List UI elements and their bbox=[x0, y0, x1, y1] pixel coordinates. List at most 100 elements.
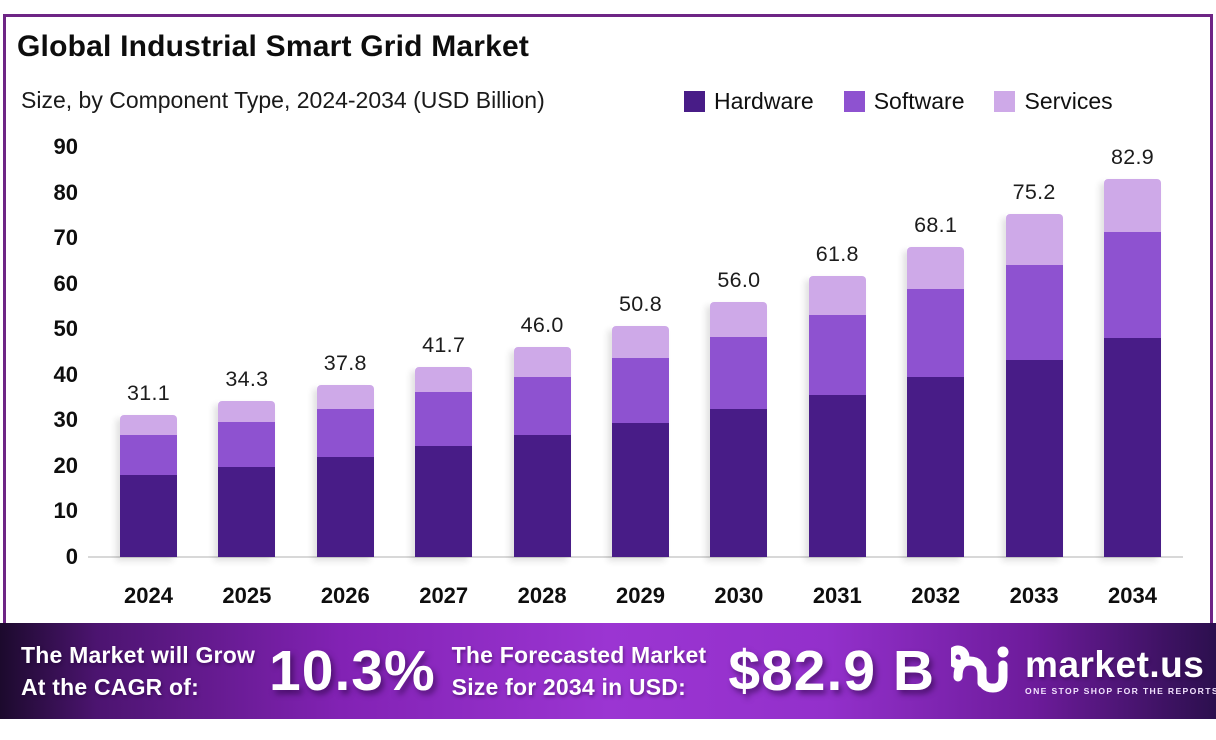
legend-label: Hardware bbox=[714, 88, 814, 114]
brand-tagline: ONE STOP SHOP FOR THE REPORTS bbox=[1025, 685, 1216, 696]
bar-total-label-2032: 68.1 bbox=[914, 212, 958, 237]
y-axis-tick-label: 50 bbox=[53, 316, 78, 342]
bar-segment-hardware-2024 bbox=[120, 475, 177, 557]
y-axis-tick-label: 10 bbox=[53, 498, 78, 524]
bar-segment-software-2034 bbox=[1104, 231, 1161, 339]
bar-segment-services-2030 bbox=[710, 301, 768, 337]
x-axis-tick-label-2031: 2031 bbox=[812, 583, 862, 608]
x-axis-tick-label-2030: 2030 bbox=[714, 583, 764, 608]
software-swatch-icon bbox=[843, 91, 865, 112]
bar-segment-software-2030 bbox=[710, 336, 768, 410]
bar-segment-software-2028 bbox=[513, 376, 571, 436]
bar-segment-services-2031 bbox=[808, 275, 866, 316]
x-axis-tick-label-2033: 2033 bbox=[1009, 583, 1059, 608]
bar-2028 bbox=[513, 347, 571, 557]
bar-2025 bbox=[218, 400, 276, 557]
bar-total-label-2026: 37.8 bbox=[323, 350, 367, 375]
y-axis-tick-label: 20 bbox=[53, 452, 78, 478]
bar-2027 bbox=[415, 367, 473, 557]
bar-total-label-2027: 41.7 bbox=[422, 333, 466, 358]
legend-label: Services bbox=[1024, 88, 1113, 114]
legend-item-software: Software bbox=[843, 88, 965, 115]
x-axis-tick-label-2034: 2034 bbox=[1108, 583, 1157, 608]
bar-2026 bbox=[316, 384, 374, 557]
bar-segment-hardware-2034 bbox=[1104, 338, 1161, 557]
bar-segment-software-2026 bbox=[316, 408, 374, 458]
bar-segment-hardware-2025 bbox=[218, 467, 276, 557]
page-subtitle: Size, by Component Type, 2024-2034 (USD … bbox=[21, 87, 545, 113]
bar-segment-software-2024 bbox=[120, 435, 177, 476]
y-axis-tick-label: 80 bbox=[53, 179, 78, 205]
x-axis-tick-label-2028: 2028 bbox=[517, 583, 567, 608]
x-axis-tick-label-2026: 2026 bbox=[320, 583, 370, 608]
bar-2030 bbox=[710, 301, 768, 557]
bottom-banner: The Market will Grow At the CAGR of: 10.… bbox=[0, 623, 1216, 719]
y-axis-tick-label: 0 bbox=[65, 544, 78, 569]
x-axis-tick-label-2025: 2025 bbox=[222, 583, 272, 608]
bar-segment-hardware-2027 bbox=[415, 446, 473, 557]
bar-2032 bbox=[907, 246, 965, 557]
bar-segment-software-2027 bbox=[415, 391, 473, 447]
bar-segment-services-2029 bbox=[612, 325, 669, 358]
services-swatch-icon bbox=[994, 91, 1016, 112]
bar-2029 bbox=[612, 325, 669, 557]
bar-segment-software-2025 bbox=[218, 421, 276, 468]
x-axis-tick-label-2027: 2027 bbox=[419, 583, 469, 608]
forecast-label-line1: The Forecasted Market bbox=[451, 642, 707, 668]
forecast-label-line2: Size for 2034 in USD: bbox=[451, 674, 686, 700]
brand-name: market.us bbox=[1025, 643, 1205, 685]
cagr-label-line2: At the CAGR of: bbox=[21, 674, 200, 700]
bar-total-label-2030: 56.0 bbox=[717, 267, 761, 292]
y-axis-tick-label: 60 bbox=[53, 270, 78, 296]
bar-total-label-2033: 75.2 bbox=[1012, 180, 1056, 205]
bar-2031 bbox=[808, 275, 866, 557]
bar-segment-services-2025 bbox=[218, 400, 276, 422]
bar-segment-hardware-2030 bbox=[710, 409, 768, 557]
bar-total-label-2031: 61.8 bbox=[815, 241, 859, 266]
bar-segment-software-2032 bbox=[907, 289, 965, 378]
hardware-swatch-icon bbox=[684, 91, 705, 112]
bar-segment-software-2029 bbox=[612, 357, 669, 424]
x-axis-tick-label-2024: 2024 bbox=[124, 583, 173, 608]
bar-segment-hardware-2026 bbox=[316, 457, 374, 557]
y-axis-tick-label: 70 bbox=[53, 225, 78, 251]
y-axis-tick-label: 90 bbox=[53, 134, 78, 160]
x-axis-tick-label-2029: 2029 bbox=[616, 583, 665, 608]
x-axis-line bbox=[88, 556, 1183, 558]
bar-segment-services-2024 bbox=[120, 415, 177, 436]
bar-segment-services-2034 bbox=[1104, 179, 1161, 232]
legend-item-services: Services bbox=[994, 88, 1113, 115]
cagr-value: 10.3% bbox=[269, 639, 436, 703]
bar-segment-software-2033 bbox=[1005, 264, 1063, 360]
bar-segment-services-2027 bbox=[415, 367, 473, 392]
bar-total-label-2025: 34.3 bbox=[225, 366, 269, 391]
bar-segment-software-2031 bbox=[808, 315, 866, 395]
y-axis-tick-label: 30 bbox=[53, 407, 78, 433]
forecast-label: The Forecasted Market Size for 2034 in U… bbox=[452, 639, 707, 703]
cagr-label-line1: The Market will Grow bbox=[21, 642, 256, 668]
bar-segment-hardware-2031 bbox=[808, 394, 866, 557]
bar-segment-services-2028 bbox=[513, 347, 571, 377]
y-axis-tick-label: 40 bbox=[53, 361, 78, 387]
cagr-label: The Market will Grow At the CAGR of: bbox=[21, 639, 255, 703]
bar-segment-hardware-2033 bbox=[1005, 359, 1063, 557]
page-title: Global Industrial Smart Grid Market bbox=[17, 30, 530, 63]
bar-2024 bbox=[120, 415, 177, 557]
marketus-brand: market.us ONE STOP SHOP FOR THE REPORTS bbox=[951, 643, 1216, 699]
forecast-value: $82.9 B bbox=[728, 639, 936, 703]
bar-total-label-2028: 46.0 bbox=[520, 313, 564, 338]
brand-text: market.us ONE STOP SHOP FOR THE REPORTS bbox=[1025, 643, 1216, 696]
bar-segment-services-2026 bbox=[316, 384, 374, 409]
chart-legend: Hardware Software Services bbox=[684, 88, 1113, 115]
legend-label: Software bbox=[873, 88, 965, 114]
bar-2034 bbox=[1104, 179, 1161, 557]
marketus-logo-icon bbox=[951, 645, 1009, 693]
legend-item-hardware: Hardware bbox=[684, 88, 814, 115]
bar-segment-hardware-2032 bbox=[907, 377, 965, 557]
bar-segment-hardware-2029 bbox=[612, 423, 669, 557]
bar-total-label-2029: 50.8 bbox=[618, 291, 663, 316]
bar-segment-services-2032 bbox=[907, 246, 965, 290]
bar-total-label-2024: 31.1 bbox=[126, 381, 171, 406]
